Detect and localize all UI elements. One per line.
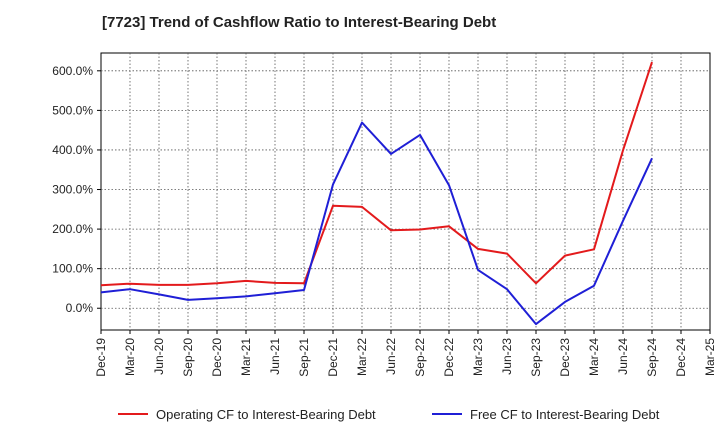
x-tick-label: Mar-21 bbox=[239, 338, 253, 376]
x-tick-label: Dec-21 bbox=[326, 338, 340, 377]
series-line-2 bbox=[100, 121, 653, 326]
x-tick-label: Jun-23 bbox=[500, 338, 514, 375]
x-tick-label: Dec-20 bbox=[210, 338, 224, 377]
y-tick-label: 100.0% bbox=[52, 262, 93, 276]
x-tick-label: Dec-19 bbox=[94, 338, 108, 377]
x-tick-label: Jun-24 bbox=[616, 338, 630, 375]
legend-label-2: Free CF to Interest-Bearing Debt bbox=[470, 407, 660, 422]
y-tick-label: 300.0% bbox=[52, 183, 93, 197]
x-tick-label: Sep-23 bbox=[529, 338, 543, 377]
x-tick-label: Mar-23 bbox=[471, 338, 485, 376]
x-tick-label: Dec-23 bbox=[558, 338, 572, 377]
y-tick-label: 0.0% bbox=[66, 301, 94, 315]
y-tick-label: 500.0% bbox=[52, 103, 93, 117]
y-tick-label: 200.0% bbox=[52, 222, 93, 236]
plot-area bbox=[100, 52, 711, 331]
x-tick-label: Mar-22 bbox=[355, 338, 369, 376]
x-tick-label: Dec-22 bbox=[442, 338, 456, 377]
x-tick-label: Dec-24 bbox=[674, 338, 688, 377]
x-tick-label: Sep-24 bbox=[645, 338, 659, 377]
legend-label-1: Operating CF to Interest-Bearing Debt bbox=[156, 407, 376, 422]
chart-title: [7723] Trend of Cashflow Ratio to Intere… bbox=[102, 14, 497, 31]
x-tick-label: Jun-21 bbox=[268, 338, 282, 375]
x-tick-label: Jun-22 bbox=[384, 338, 398, 375]
x-tick-label: Sep-20 bbox=[181, 338, 195, 377]
y-tick-label: 400.0% bbox=[52, 143, 93, 157]
x-tick-label: Mar-20 bbox=[123, 338, 137, 376]
x-tick-label: Sep-22 bbox=[413, 338, 427, 377]
x-tick-label: Jun-20 bbox=[152, 338, 166, 375]
x-tick-label: Sep-21 bbox=[297, 338, 311, 377]
x-tick-label: Mar-25 bbox=[703, 338, 717, 376]
series-line-1 bbox=[100, 61, 653, 287]
y-tick-label: 600.0% bbox=[52, 64, 93, 78]
x-tick-label: Mar-24 bbox=[587, 338, 601, 376]
